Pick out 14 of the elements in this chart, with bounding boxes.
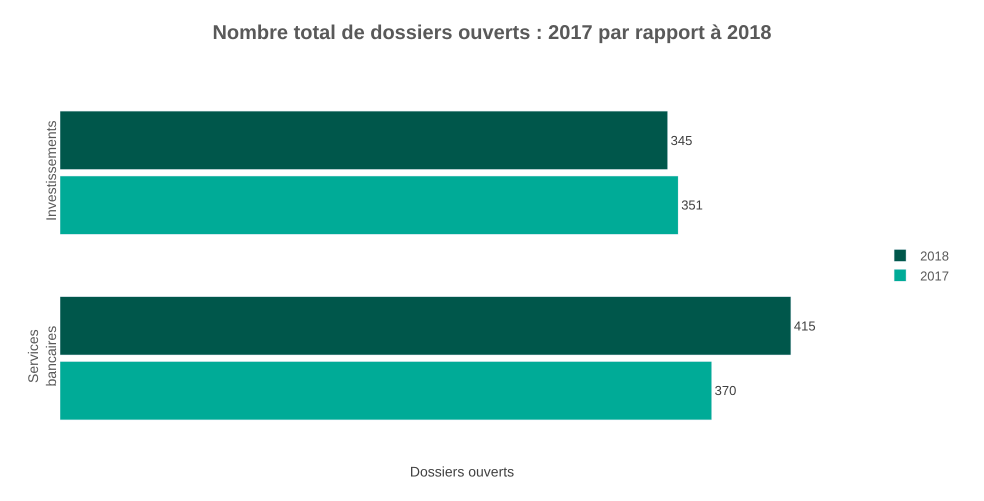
bar bbox=[60, 176, 678, 235]
data-label: 415 bbox=[794, 318, 816, 334]
x-axis-title: Dossiers ouverts bbox=[410, 463, 514, 480]
bar bbox=[60, 296, 792, 356]
data-label: 370 bbox=[714, 383, 736, 398]
legend-label: 2017 bbox=[920, 268, 949, 284]
y-tick-label: Investissements bbox=[43, 120, 60, 221]
data-label: 351 bbox=[681, 198, 703, 213]
y-tick-label: Services bancaires bbox=[25, 326, 60, 386]
legend-label: 2018 bbox=[920, 248, 949, 264]
bar bbox=[60, 361, 712, 420]
data-label: 345 bbox=[670, 132, 692, 148]
bar bbox=[60, 110, 668, 170]
chart-title: Nombre total de dossiers ouverts : 2017 par rapport à 2018 bbox=[212, 22, 772, 44]
